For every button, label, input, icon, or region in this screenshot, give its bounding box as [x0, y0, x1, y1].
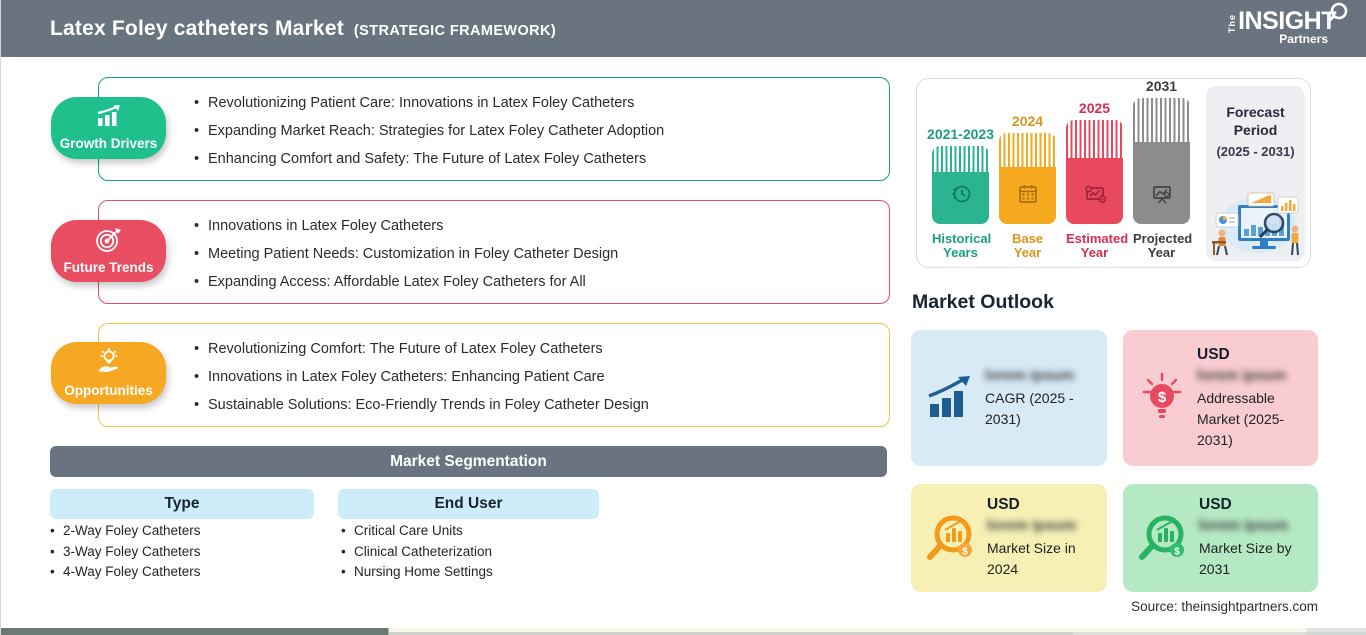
- forecast-title-line2: Period: [1233, 121, 1278, 138]
- forecast-period-panel: Forecast Period (2025 - 2031): [1206, 86, 1305, 261]
- segment-header-type: Type: [50, 489, 314, 519]
- growth-drivers-box: Revolutionizing Patient Care: Innovation…: [98, 77, 890, 181]
- header-titles: Latex Foley catheters Market (STRATEGIC …: [50, 17, 556, 41]
- projection-board-icon: [1149, 182, 1175, 211]
- logo-the-text: The: [1227, 14, 1238, 34]
- market-size-2031-card: $ USD lorem ipsum Market Size by 2031: [1123, 484, 1318, 592]
- timeline-bar-names: Historical Years Base Year Estimated Yea…: [932, 230, 1193, 260]
- list-item: 4-Way Foley Catheters: [50, 562, 201, 583]
- list-item: 2-Way Foley Catheters: [50, 521, 201, 542]
- bar-chart-arrow-icon: [94, 105, 124, 134]
- cagr-card: lorem ipsum CAGR (2025 - 2031): [911, 330, 1107, 466]
- historical-years-bar: 2021-2023: [927, 126, 994, 224]
- currency-label: USD: [1197, 345, 1230, 363]
- bar-year-label: 2031: [1145, 78, 1178, 94]
- market-outlook-title: Market Outlook: [912, 291, 1054, 313]
- card-caption: Market Size in 2024: [987, 540, 1076, 577]
- analytics-illustration: [1212, 192, 1299, 256]
- magnifier-chart-icon: $: [925, 512, 977, 564]
- forecast-title-line1: Forecast: [1226, 104, 1285, 120]
- segmentation-title: Market Segmentation: [390, 452, 547, 470]
- blurred-value: lorem ipsum: [987, 517, 1077, 534]
- forecast-timeline-panel: 2021-2023: [916, 78, 1311, 268]
- card-caption: CAGR (2025 - 2031): [985, 389, 1074, 427]
- svg-text:$: $: [1174, 547, 1180, 558]
- list-item: Critical Care Units: [341, 521, 493, 542]
- next-slide-edge: [1, 628, 1366, 635]
- future-trends-badge: Future Trends: [51, 220, 166, 282]
- list-item: Nursing Home Settings: [341, 562, 493, 583]
- bar-name-label: Projected Year: [1133, 230, 1193, 260]
- hand-lightbulb-icon: [93, 348, 125, 381]
- market-segmentation-bar: Market Segmentation: [50, 446, 887, 477]
- blurred-value: lorem ipsum: [1197, 366, 1287, 384]
- list-item: 3-Way Foley Catheters: [50, 542, 201, 563]
- base-year-bar: 2024: [999, 113, 1056, 224]
- estimated-year-bar: 2025: [1066, 100, 1123, 224]
- projected-year-bar: 2031: [1133, 78, 1190, 224]
- bar-name-label: Base Year: [1011, 230, 1044, 260]
- growth-drivers-badge: Growth Drivers: [51, 97, 166, 159]
- logo-insight-text: INSIGHT: [1238, 7, 1336, 35]
- calendar-icon: [1016, 182, 1040, 211]
- badge-label: Growth Drivers: [59, 136, 158, 151]
- blurred-value: lorem ipsum: [1199, 517, 1289, 534]
- timeline-bars: 2021-2023: [927, 78, 1190, 224]
- page-subtitle: (STRATEGIC FRAMEWORK): [353, 22, 557, 39]
- list-item: Enhancing Comfort and Safety: The Future…: [194, 145, 879, 173]
- list-item: Revolutionizing Patient Care: Innovation…: [194, 89, 879, 117]
- dollar-bulb-icon: $: [1137, 372, 1187, 424]
- bar-year-label: 2024: [1011, 113, 1044, 129]
- header-bar: Latex Foley catheters Market (STRATEGIC …: [1, 0, 1366, 57]
- logo-partners-text: Partners: [1279, 32, 1328, 46]
- list-item: Expanding Market Reach: Strategies for L…: [194, 117, 879, 145]
- future-trends-box: Innovations in Latex Foley Catheters Mee…: [98, 200, 890, 304]
- opportunities-box: Revolutionizing Comfort: The Future of L…: [98, 323, 890, 427]
- bar-name-label: Historical Years: [932, 230, 992, 260]
- growth-drivers-list: Revolutionizing Patient Care: Innovation…: [99, 78, 889, 173]
- type-segment-list: 2-Way Foley Catheters 3-Way Foley Cathet…: [50, 521, 201, 583]
- source-attribution: Source: theinsightpartners.com: [1131, 599, 1318, 614]
- list-item: Innovations in Latex Foley Catheters: [194, 212, 879, 240]
- bar-year-label: 2025: [1078, 100, 1111, 116]
- card-caption: Market Size by 2031: [1199, 540, 1292, 577]
- growth-arrow-chart-icon: [925, 376, 975, 420]
- svg-text:$: $: [1158, 389, 1167, 406]
- opportunities-badge: Opportunities: [51, 342, 166, 404]
- list-item: Sustainable Solutions: Eco-Friendly Tren…: [194, 391, 879, 419]
- bar-year-label: 2021-2023: [927, 126, 994, 142]
- magnifier-chart-icon: $: [1137, 512, 1189, 564]
- history-clock-icon: [949, 182, 973, 211]
- addressable-market-card: $ USD lorem ipsum Addressable Market (20…: [1123, 330, 1318, 466]
- column-header-label: End User: [434, 495, 503, 512]
- bar-name-label: Estimated Year: [1066, 230, 1129, 260]
- market-size-2024-card: $ USD lorem ipsum Market Size in 2024: [911, 484, 1107, 592]
- currency-label: USD: [987, 496, 1020, 513]
- segment-header-end-user: End User: [338, 489, 599, 519]
- list-item: Expanding Access: Affordable Latex Foley…: [194, 268, 879, 296]
- end-user-segment-list: Critical Care Units Clinical Catheteriza…: [341, 521, 493, 583]
- blurred-value: lorem ipsum: [985, 366, 1075, 384]
- list-item: Clinical Catheterization: [341, 542, 493, 563]
- insight-partners-logo: The INSIGHT Partners: [1227, 2, 1348, 46]
- future-trends-list: Innovations in Latex Foley Catheters Mee…: [99, 201, 889, 296]
- estimate-gear-chart-icon: [1082, 182, 1108, 211]
- svg-text:$: $: [962, 547, 968, 558]
- opportunities-list: Revolutionizing Comfort: The Future of L…: [99, 324, 889, 419]
- card-caption: Addressable Market (2025- 2031): [1197, 389, 1285, 448]
- badge-label: Opportunities: [64, 383, 153, 398]
- list-item: Innovations in Latex Foley Catheters: En…: [194, 363, 879, 391]
- column-header-label: Type: [164, 495, 200, 512]
- badge-label: Future Trends: [63, 260, 154, 275]
- list-item: Meeting Patient Needs: Customization in …: [194, 240, 879, 268]
- forecast-range: (2025 - 2031): [1216, 144, 1295, 159]
- list-item: Revolutionizing Comfort: The Future of L…: [194, 335, 879, 363]
- currency-label: USD: [1199, 496, 1232, 513]
- page-title: Latex Foley catheters Market: [50, 16, 344, 40]
- target-dart-icon: [94, 227, 124, 258]
- magnifier-icon: [1324, 2, 1350, 33]
